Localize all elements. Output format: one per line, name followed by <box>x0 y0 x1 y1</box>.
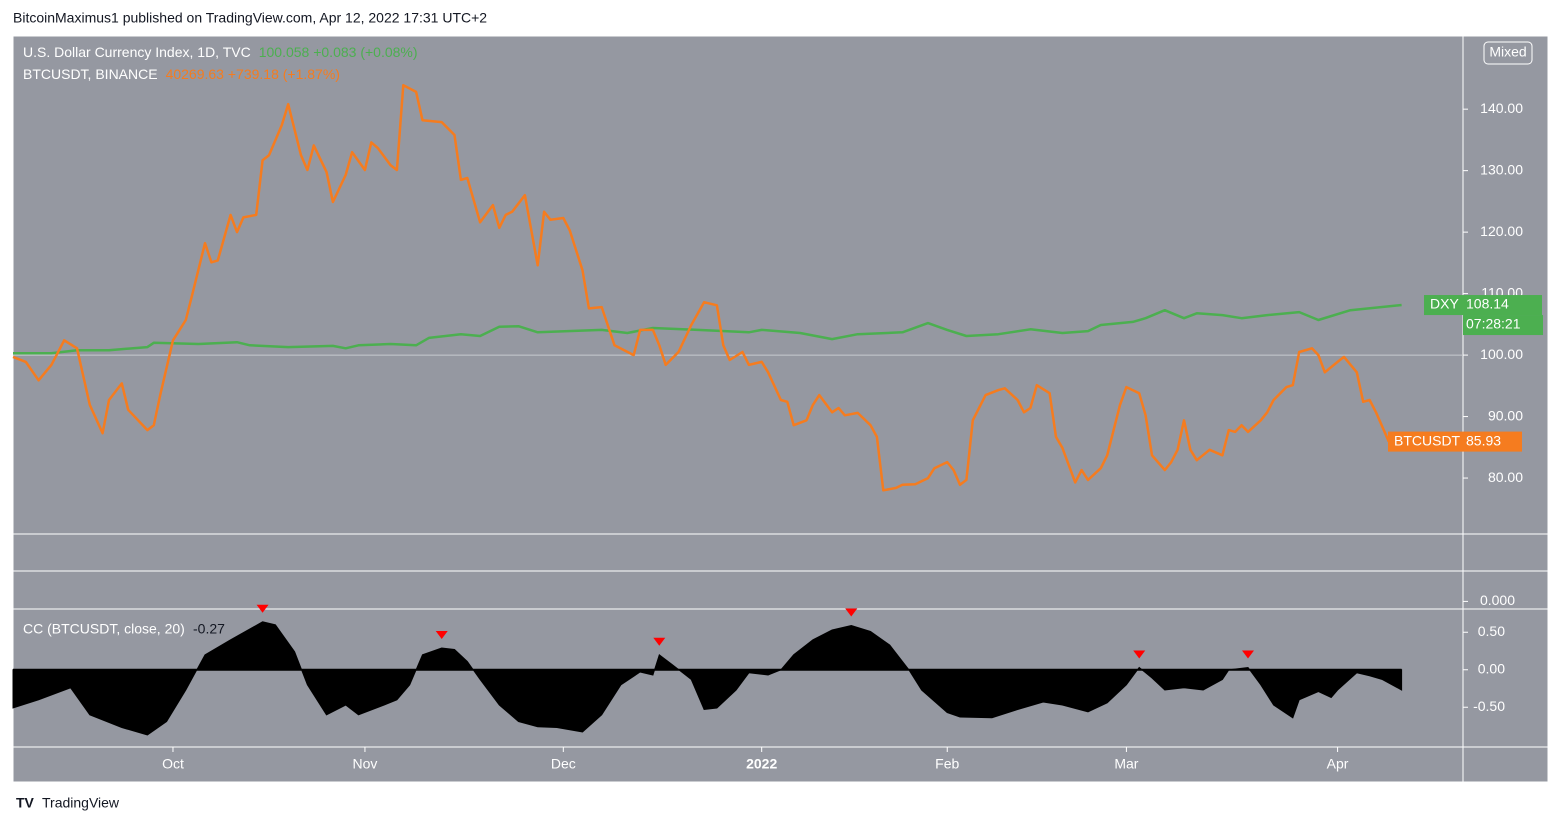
y-tick-label: 80.00 <box>1488 469 1523 485</box>
x-tick-label: Oct <box>162 756 184 772</box>
countdown: 07:28:21 <box>1466 316 1521 332</box>
y-tick-label: 140.00 <box>1480 100 1523 116</box>
x-tick-label: 2022 <box>746 756 777 772</box>
y-tick-label: 0.00 <box>1478 660 1505 676</box>
x-tick-label: Mar <box>1114 756 1138 772</box>
series-line <box>12 83 1390 492</box>
y-tick-label: 0.000 <box>1480 592 1515 608</box>
cc-title: CC (BTCUSDT, close, 20) <box>23 621 185 637</box>
peak-marker <box>256 604 269 613</box>
series-line <box>13 303 1402 355</box>
y-tick-label: -0.50 <box>1473 698 1505 714</box>
cc-value: -0.27 <box>193 621 225 637</box>
mixed-button[interactable] <box>1483 41 1533 65</box>
x-tick-label: Apr <box>1327 756 1349 772</box>
legend-row: U.S. Dollar Currency Index, 1D, TVC 100.0… <box>23 44 418 60</box>
byline: BitcoinMaximus1 published on TradingView… <box>13 10 487 26</box>
legend-row: BTCUSDT, BINANCE 40269.63 +739.18 (+1.87%… <box>23 66 340 82</box>
brand: TradingView <box>42 795 120 811</box>
peak-marker <box>1241 650 1254 659</box>
price-label-value: 85.93 <box>1466 432 1501 448</box>
cc-area <box>12 621 1403 736</box>
x-tick-label: Nov <box>352 756 377 772</box>
price-label-box <box>1424 295 1542 316</box>
legend-title: BTCUSDT, BINANCE <box>23 66 158 82</box>
peak-marker <box>435 631 448 639</box>
peak-marker <box>845 608 858 617</box>
legend-title: U.S. Dollar Currency Index, 1D, TVC <box>23 44 251 60</box>
y-tick-label: 120.00 <box>1480 223 1523 239</box>
brand-logo: TV <box>16 795 35 811</box>
peak-marker <box>653 637 666 646</box>
price-label-name: BTCUSDT <box>1394 432 1461 448</box>
y-tick-label: 130.00 <box>1480 161 1523 177</box>
x-tick-label: Feb <box>935 756 959 772</box>
legend-quote: 100.058 +0.083 (+0.08%) <box>259 44 418 60</box>
mixed-button-label[interactable]: Mixed <box>1489 44 1526 60</box>
price-label-box <box>1388 431 1522 452</box>
y-tick-label: 100.00 <box>1480 346 1523 362</box>
peak-marker <box>1133 650 1146 659</box>
legend-quote: 40269.63 +739.18 (+1.87%) <box>166 66 340 82</box>
x-tick-label: Dec <box>551 756 576 772</box>
price-label-value: 108.14 <box>1466 296 1509 312</box>
price-label-name: DXY <box>1430 296 1459 312</box>
y-tick-label: 90.00 <box>1488 407 1523 423</box>
y-tick-label: 0.50 <box>1478 623 1505 639</box>
countdown-box <box>1463 315 1543 336</box>
